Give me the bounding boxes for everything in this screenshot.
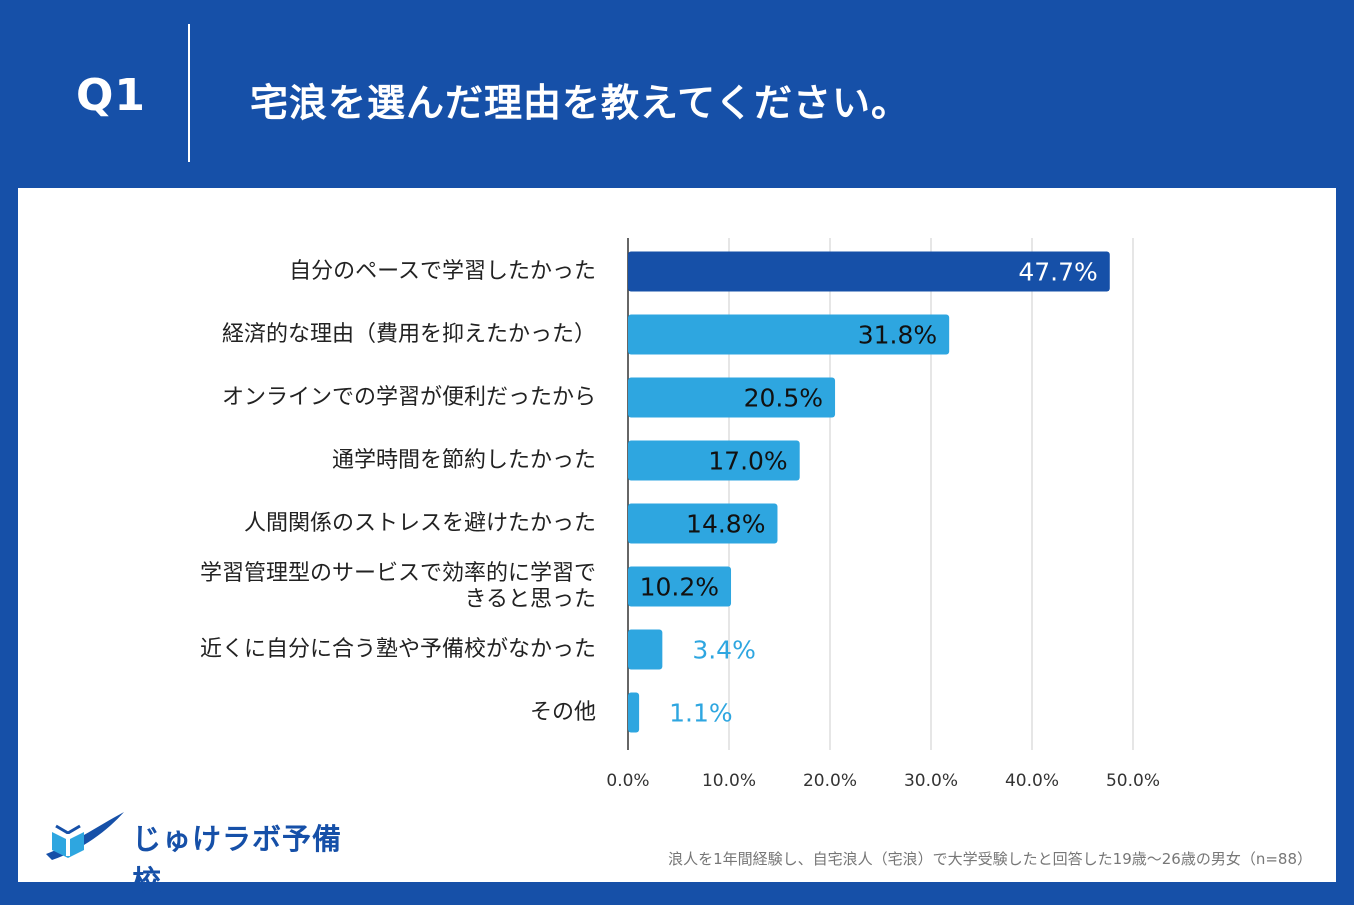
x-tick-label: 40.0%	[1005, 771, 1059, 791]
category-label-line: 通学時間を節約したかった	[331, 447, 596, 473]
question-number: Q1	[76, 70, 147, 121]
x-tick-label: 10.0%	[702, 771, 756, 791]
category-label: 通学時間を節約したかった	[332, 448, 596, 474]
category-label-line: 学習管理型のサービスで効率的に学習で	[199, 560, 596, 586]
category-label: 人間関係のストレスを避けたかった	[244, 511, 596, 537]
bar-value-label: 31.8%	[858, 321, 937, 350]
bar-value-label: 20.5%	[744, 384, 823, 413]
category-label-line: オンラインでの学習が便利だったから	[221, 384, 596, 410]
bar-value-label: 10.2%	[640, 573, 719, 602]
bar-value-label: 1.1%	[669, 699, 733, 728]
footnote: 浪人を1年間経験し、自宅浪人（宅浪）で大学受験したと回答した19歳～26歳の男女…	[668, 850, 1312, 868]
category-label: 経済的な理由（費用を抑えたかった）	[222, 322, 596, 348]
bar-value-label: 17.0%	[708, 447, 787, 476]
bar	[628, 629, 663, 670]
bar-value-label: 14.8%	[686, 510, 765, 539]
x-tick-label: 0.0%	[606, 771, 649, 791]
bar	[628, 566, 732, 607]
bar-value-label: 47.7%	[1018, 258, 1097, 287]
x-tick-label: 50.0%	[1106, 771, 1160, 791]
bar	[628, 251, 1110, 292]
category-label-line: 経済的な理由（費用を抑えたかった）	[221, 321, 596, 347]
category-label-line: 近くに自分に合う塾や予備校がなかった	[199, 636, 596, 662]
bar	[628, 692, 640, 733]
bar-chart: 0.0% 10.0% 20.0% 30.0% 40.0% 50.0% 47.7% 31.8% 2…	[606, 238, 1160, 791]
category-label: オンラインでの学習が便利だったから	[222, 385, 596, 411]
chart-panel: 0.0% 10.0% 20.0% 30.0% 40.0% 50.0% 47.7% 31.8% 2…	[18, 188, 1336, 898]
logo: じゅけラボ予備校	[38, 806, 358, 898]
category-label-line: きると思った	[464, 586, 596, 612]
category-label: 学習管理型のサービスで効率的に学習で きると思った	[200, 561, 596, 613]
bar	[628, 503, 778, 544]
logo-text: じゅけラボ予備校	[132, 822, 343, 898]
header: Q1 宅浪を選んだ理由を教えてください。	[0, 0, 1354, 188]
category-label-line: 自分のペースで学習したかった	[289, 258, 596, 284]
open-book-swoosh-icon	[46, 812, 124, 860]
bar-value-label: 3.4%	[692, 636, 756, 665]
category-label-line: その他	[529, 699, 596, 725]
category-label: その他	[530, 700, 596, 726]
question-title: 宅浪を選んだ理由を教えてください。	[250, 81, 910, 125]
bar	[628, 377, 836, 418]
category-label-line: 人間関係のストレスを避けたかった	[243, 510, 596, 536]
category-label: 近くに自分に合う塾や予備校がなかった	[200, 637, 596, 663]
category-label: 自分のペースで学習したかった	[289, 259, 596, 285]
bar	[628, 440, 800, 481]
x-tick-label: 30.0%	[904, 771, 958, 791]
header-divider	[188, 24, 190, 162]
x-tick-label: 20.0%	[803, 771, 857, 791]
bar	[628, 314, 950, 355]
